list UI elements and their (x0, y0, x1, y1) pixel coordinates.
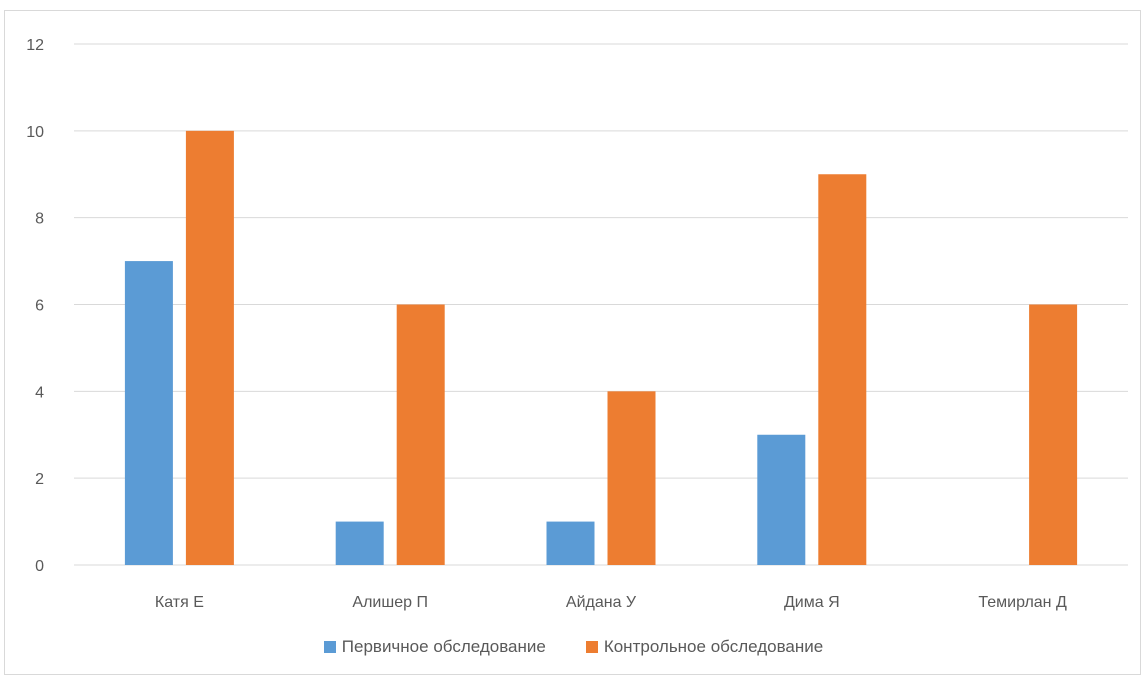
bar-series-2-4[interactable] (818, 174, 867, 565)
bar-series-2-5[interactable] (1029, 304, 1078, 566)
legend-swatch-series-1 (323, 641, 336, 653)
y-tick-label: 4 (35, 384, 44, 401)
x-tick-label: Катя Е (155, 594, 204, 611)
bar-series-2-1[interactable] (185, 130, 234, 566)
y-tick-label: 6 (35, 298, 44, 315)
y-tick-label: 10 (26, 124, 44, 141)
bar-series-1-4[interactable] (757, 434, 806, 565)
legend-swatch-series-2 (585, 641, 598, 653)
legend-item-series-2[interactable]: Контрольное обследование (585, 637, 824, 657)
legend-label-series-2: Контрольное обследование (603, 637, 824, 656)
x-tick-label: Темирлан Д (978, 594, 1067, 611)
x-tick-label: Айдана У (566, 594, 637, 611)
x-axis-ticks: Катя Е Алишер П Айдана У Дима Я Темирлан Д (155, 594, 1067, 611)
x-tick-label: Дима Я (784, 594, 840, 611)
y-tick-label: 2 (35, 471, 44, 488)
y-tick-label: 8 (35, 211, 44, 228)
gridlines (74, 43, 1128, 566)
y-tick-label: 12 (26, 37, 44, 54)
bar-series-2-2[interactable] (396, 304, 445, 566)
bar-series-1-3[interactable] (546, 521, 595, 565)
y-tick-label: 0 (35, 558, 44, 575)
bar-series-1-1[interactable] (124, 261, 173, 565)
legend-item-series-1[interactable]: Первичное обследование (323, 637, 546, 657)
y-axis-ticks: 0 2 4 6 8 10 12 (26, 37, 44, 575)
bars (124, 130, 1078, 566)
bar-series-1-2[interactable] (335, 521, 384, 565)
x-tick-label: Алишер П (352, 594, 428, 611)
legend: Первичное обследование Контрольное обсле… (0, 637, 1147, 657)
bar-series-2-3[interactable] (607, 391, 656, 565)
legend-label-series-1: Первичное обследование (341, 637, 546, 656)
